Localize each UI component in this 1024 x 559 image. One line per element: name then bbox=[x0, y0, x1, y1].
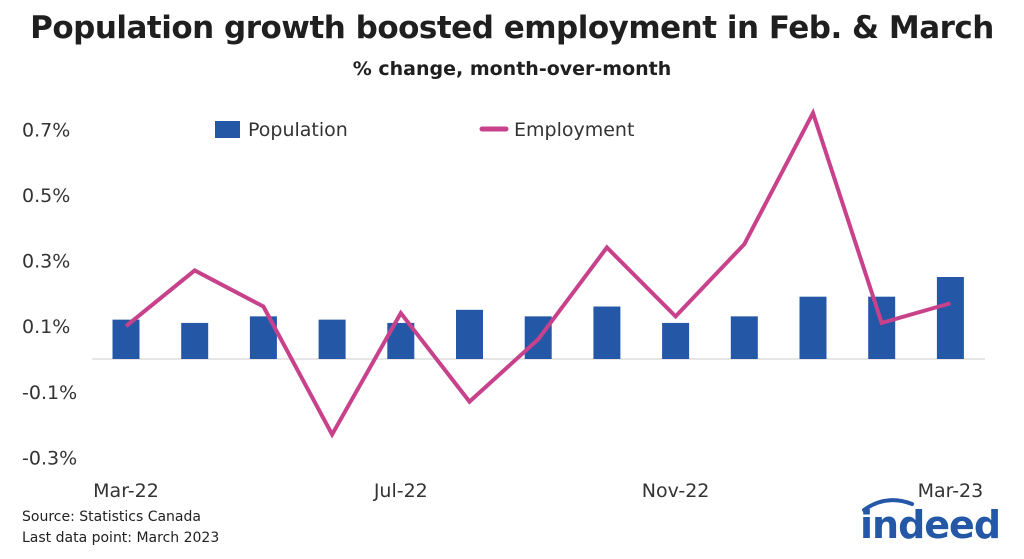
y-tick-label: -0.3% bbox=[22, 447, 77, 469]
population-bar-Nov-22 bbox=[662, 322, 690, 359]
y-tick-label: 0.5% bbox=[22, 185, 70, 207]
x-tick-label: Mar-22 bbox=[93, 480, 159, 502]
legend-population-label: Population bbox=[248, 119, 348, 141]
population-bar-Mar-23 bbox=[936, 277, 964, 359]
source-note: Source: Statistics Canada bbox=[22, 509, 201, 525]
indeed-logo: indeed bbox=[856, 496, 1006, 553]
legend: Population Employment bbox=[215, 119, 634, 141]
y-tick-label: 0.7% bbox=[22, 119, 70, 141]
population-bar-Feb-23 bbox=[868, 296, 896, 359]
x-tick-label: Nov-22 bbox=[642, 480, 710, 502]
last-data-note: Last data point: March 2023 bbox=[22, 530, 220, 546]
legend-population-swatch bbox=[215, 121, 240, 138]
employment-line bbox=[124, 107, 951, 439]
x-tick-label: Mar-23 bbox=[918, 480, 984, 502]
population-bar-Oct-22 bbox=[593, 306, 621, 359]
population-bar-Apr-22 bbox=[181, 322, 209, 359]
population-bar-Aug-22 bbox=[456, 309, 483, 359]
svg-text:indeed: indeed bbox=[860, 503, 1000, 544]
population-bar-Jan-23 bbox=[799, 296, 827, 359]
population-bar-Dec-22 bbox=[730, 316, 758, 359]
chart-title: Population growth boosted employment in … bbox=[30, 10, 994, 46]
population-bar-Jun-22 bbox=[318, 319, 346, 359]
y-tick-label: -0.1% bbox=[22, 382, 77, 404]
x-tick-label: Jul-22 bbox=[373, 480, 428, 502]
y-tick-label: 0.3% bbox=[22, 251, 70, 273]
chart-subtitle: % change, month-over-month bbox=[352, 58, 672, 80]
y-tick-label: 0.1% bbox=[22, 316, 70, 338]
legend-employment-label: Employment bbox=[514, 119, 634, 141]
